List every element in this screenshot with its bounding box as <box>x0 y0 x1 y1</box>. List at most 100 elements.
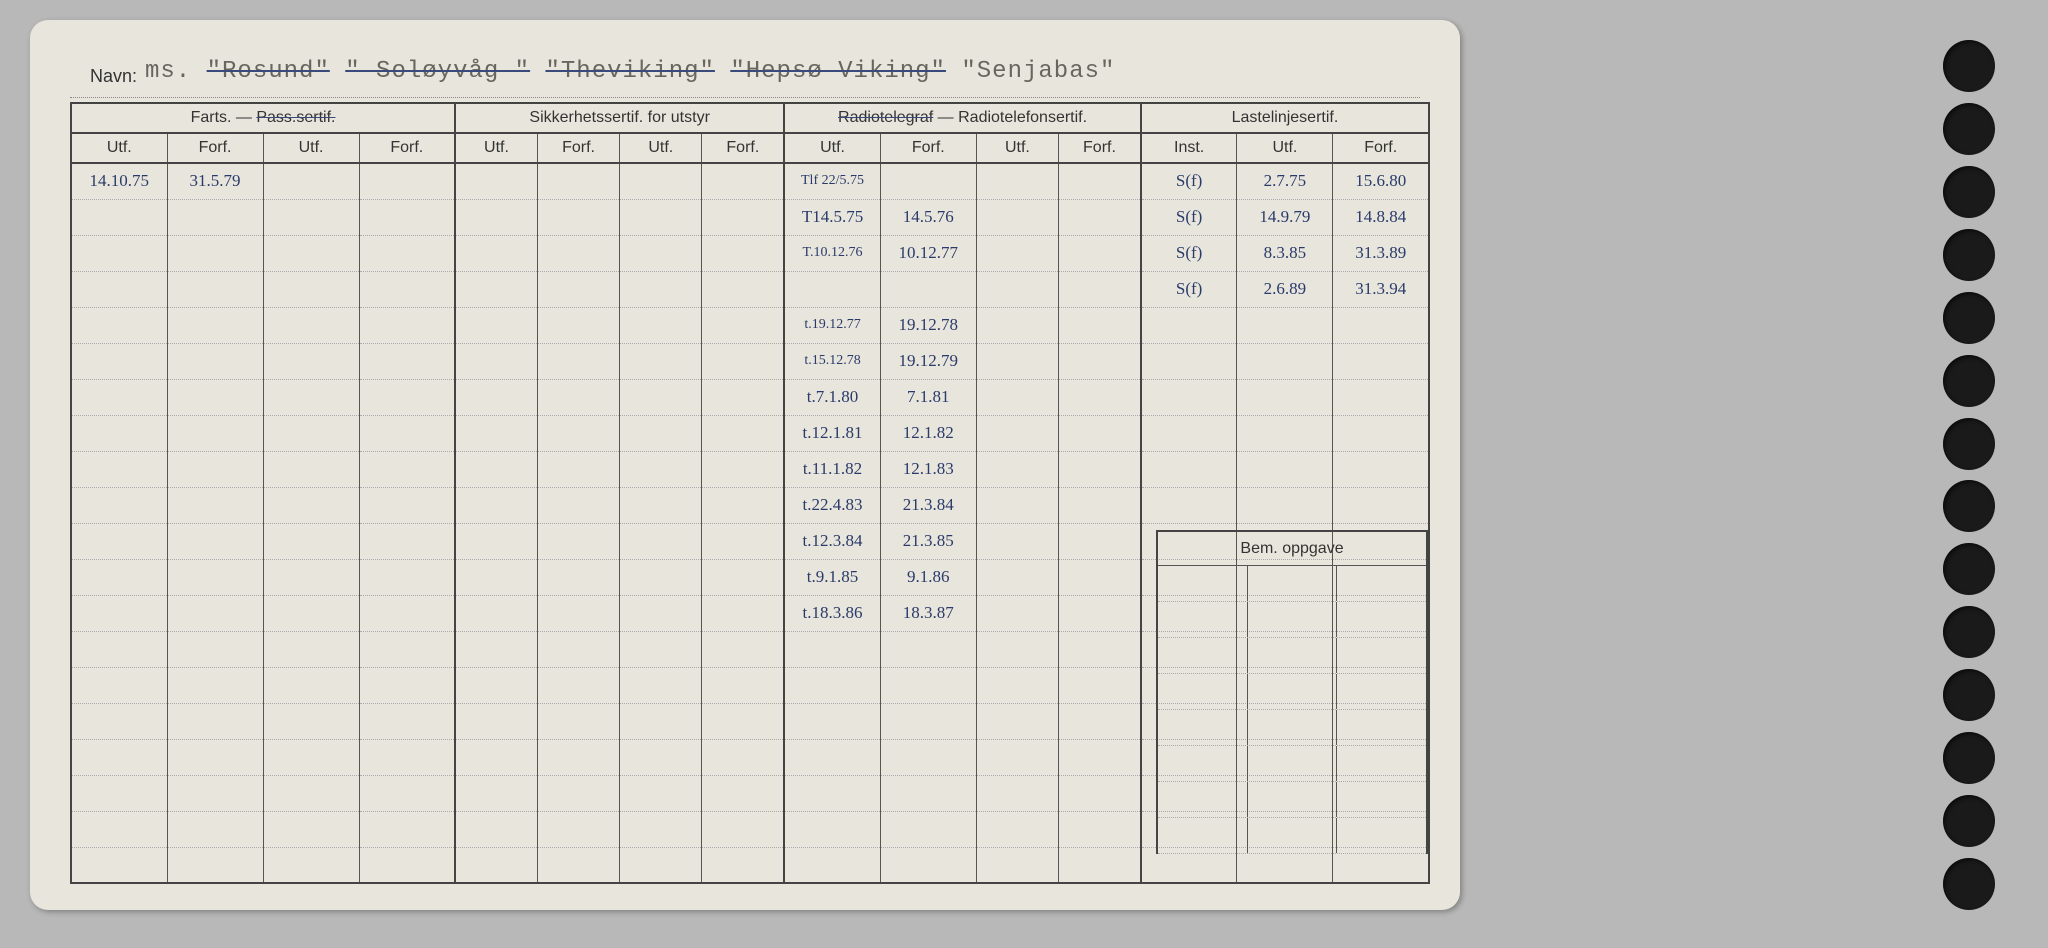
cell <box>1237 487 1333 523</box>
cell <box>537 415 619 451</box>
cell <box>620 199 702 235</box>
cell <box>359 739 455 775</box>
cell <box>455 559 537 595</box>
cell <box>537 451 619 487</box>
cell <box>1059 163 1141 199</box>
cell <box>167 199 263 235</box>
cell <box>1059 271 1141 307</box>
cell <box>455 307 537 343</box>
cell: t.12.3.84 <box>784 523 880 559</box>
cell <box>620 343 702 379</box>
cell <box>880 667 976 703</box>
hole-icon <box>1943 40 1995 92</box>
cell <box>976 523 1058 559</box>
cell <box>702 487 784 523</box>
cell <box>71 703 167 739</box>
cell <box>537 559 619 595</box>
cell: 2.7.75 <box>1237 163 1333 199</box>
cell <box>976 451 1058 487</box>
cell <box>359 631 455 667</box>
cell <box>359 415 455 451</box>
h-utf: Utf. <box>263 133 359 163</box>
cell <box>359 667 455 703</box>
h-utf: Utf. <box>455 133 537 163</box>
pass-struck: Pass.sertif. <box>256 109 335 126</box>
title-row: Navn: ms. "Rosund" " Soløyvåg " "Theviki… <box>70 48 1420 98</box>
cell <box>263 415 359 451</box>
cell <box>455 235 537 271</box>
cell <box>620 631 702 667</box>
cell <box>976 379 1058 415</box>
cell <box>71 775 167 811</box>
cell <box>359 199 455 235</box>
cell <box>1059 667 1141 703</box>
cell: t.9.1.85 <box>784 559 880 595</box>
cell <box>455 847 537 883</box>
h-forf: Forf. <box>880 133 976 163</box>
binder-holes <box>1943 40 2003 910</box>
cell <box>880 739 976 775</box>
cell <box>702 739 784 775</box>
cell: 9.1.86 <box>880 559 976 595</box>
cell <box>263 307 359 343</box>
cell <box>167 523 263 559</box>
cell <box>880 163 976 199</box>
cell <box>1059 415 1141 451</box>
cell <box>537 523 619 559</box>
cell <box>1141 343 1237 379</box>
cell <box>455 739 537 775</box>
cell <box>167 703 263 739</box>
group-laste: Lastelinjesertif. <box>1141 103 1429 133</box>
cell: 18.3.87 <box>880 595 976 631</box>
name-prefix: ms. <box>145 58 191 85</box>
cell <box>537 811 619 847</box>
cell <box>71 451 167 487</box>
cell <box>976 415 1058 451</box>
bem-row <box>1158 566 1426 602</box>
vessel-names: ms. "Rosund" " Soløyvåg " "Theviking" "H… <box>145 58 1115 85</box>
cell <box>1141 307 1237 343</box>
cell <box>620 739 702 775</box>
cell <box>167 343 263 379</box>
cell <box>71 199 167 235</box>
cell <box>71 379 167 415</box>
cell <box>702 307 784 343</box>
cell <box>263 775 359 811</box>
cell <box>455 703 537 739</box>
cell <box>263 451 359 487</box>
cell: S(f) <box>1141 199 1237 235</box>
h-inst: Inst. <box>1141 133 1237 163</box>
cell <box>71 523 167 559</box>
cell <box>702 163 784 199</box>
cell <box>359 235 455 271</box>
cell <box>620 235 702 271</box>
cell <box>455 163 537 199</box>
bem-row <box>1158 638 1426 674</box>
cell: t.19.12.77 <box>784 307 880 343</box>
cell <box>167 847 263 883</box>
cell <box>880 631 976 667</box>
cell <box>976 703 1058 739</box>
cell <box>702 703 784 739</box>
cell <box>620 559 702 595</box>
cell <box>620 523 702 559</box>
cell <box>702 415 784 451</box>
cell <box>263 667 359 703</box>
table-row: t.12.1.8112.1.82 <box>71 415 1429 451</box>
cell <box>702 811 784 847</box>
group-sikkerhet: Sikkerhetssertif. for utstyr <box>455 103 784 133</box>
cell <box>1059 811 1141 847</box>
cell <box>167 271 263 307</box>
cell <box>537 343 619 379</box>
cell <box>537 199 619 235</box>
cell: 14.5.76 <box>880 199 976 235</box>
cell <box>455 271 537 307</box>
cell <box>167 739 263 775</box>
cell <box>455 451 537 487</box>
cell: 12.1.82 <box>880 415 976 451</box>
name-1: " Soløyvåg " <box>345 58 530 85</box>
hole-icon <box>1943 480 1995 532</box>
table-row: S(f)2.6.8931.3.94 <box>71 271 1429 307</box>
cell: t.15.12.78 <box>784 343 880 379</box>
cell <box>71 487 167 523</box>
